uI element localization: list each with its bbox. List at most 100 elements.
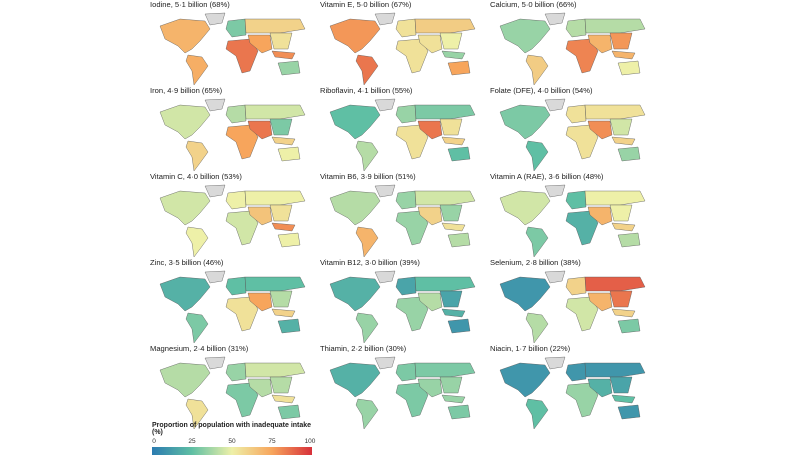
map-panel: Thiamin, 2·2 billion (30%) xyxy=(320,344,490,430)
region-north-america xyxy=(159,276,211,312)
region-southeast-asia xyxy=(441,222,466,232)
region-east-asia xyxy=(439,32,463,50)
world-map xyxy=(499,98,646,171)
region-southeast-asia xyxy=(271,222,296,232)
legend-title: Proportion of population with inadequate… xyxy=(152,422,312,436)
region-east-asia xyxy=(439,118,463,136)
region-europe xyxy=(395,276,417,296)
region-greenland xyxy=(544,270,566,284)
map-title: Vitamin A (RAE), 3·6 billion (48%) xyxy=(490,172,604,181)
region-east-asia xyxy=(439,290,463,308)
legend-tick: 50 xyxy=(228,438,236,445)
region-greenland xyxy=(204,12,226,26)
legend-color-bar xyxy=(152,447,312,455)
region-south-america xyxy=(185,398,209,429)
map-title: Iodine, 5·1 billion (68%) xyxy=(150,0,230,9)
world-map xyxy=(329,270,476,343)
region-south-asia-middle-east xyxy=(417,34,443,54)
map-title: Riboflavin, 4·1 billion (55%) xyxy=(320,86,413,95)
region-north-america xyxy=(329,18,381,54)
region-east-asia xyxy=(609,290,633,308)
region-australia xyxy=(277,232,301,248)
map-title: Vitamin B12, 3·0 billion (39%) xyxy=(320,258,420,267)
region-australia xyxy=(617,60,641,76)
region-south-asia-middle-east xyxy=(417,378,443,398)
map-title: Zinc, 3·5 billion (46%) xyxy=(150,258,224,267)
map-title: Iron, 4·9 billion (65%) xyxy=(150,86,223,95)
region-russia xyxy=(414,362,476,378)
region-australia xyxy=(617,232,641,248)
region-south-asia-middle-east xyxy=(417,120,443,140)
region-russia xyxy=(244,190,306,206)
region-north-america xyxy=(159,362,211,398)
region-south-america xyxy=(355,226,379,257)
legend-ticks: 0 25 50 75 100 xyxy=(152,438,322,447)
region-east-asia xyxy=(269,376,293,394)
region-south-america xyxy=(185,226,209,257)
region-greenland xyxy=(204,356,226,370)
region-australia xyxy=(447,60,471,76)
region-australia xyxy=(617,318,641,334)
region-south-asia-middle-east xyxy=(247,378,273,398)
region-north-america xyxy=(329,276,381,312)
world-map xyxy=(329,184,476,257)
region-south-america xyxy=(185,54,209,85)
region-greenland xyxy=(544,356,566,370)
map-panel: Niacin, 1·7 billion (22%) xyxy=(490,344,660,430)
region-south-america xyxy=(525,226,549,257)
world-map xyxy=(499,12,646,85)
region-north-america xyxy=(499,276,551,312)
region-east-asia xyxy=(269,118,293,136)
map-title: Niacin, 1·7 billion (22%) xyxy=(490,344,571,353)
region-greenland xyxy=(544,98,566,112)
region-greenland xyxy=(544,184,566,198)
region-russia xyxy=(244,276,306,292)
region-russia xyxy=(584,190,646,206)
region-russia xyxy=(584,18,646,34)
map-title: Vitamin E, 5·0 billion (67%) xyxy=(320,0,412,9)
world-map xyxy=(499,356,646,429)
region-europe xyxy=(395,362,417,382)
region-russia xyxy=(584,362,646,378)
region-north-america xyxy=(159,18,211,54)
region-greenland xyxy=(374,12,396,26)
region-east-asia xyxy=(439,376,463,394)
map-panel: Vitamin A (RAE), 3·6 billion (48%) xyxy=(490,172,660,258)
region-australia xyxy=(447,232,471,248)
region-southeast-asia xyxy=(611,222,636,232)
region-europe xyxy=(565,362,587,382)
region-europe xyxy=(225,18,247,38)
region-east-asia xyxy=(609,204,633,222)
region-australia xyxy=(617,146,641,162)
region-south-america xyxy=(185,312,209,343)
region-russia xyxy=(584,104,646,120)
region-north-america xyxy=(499,190,551,226)
region-russia xyxy=(414,104,476,120)
region-southeast-asia xyxy=(271,394,296,404)
world-map xyxy=(159,12,306,85)
region-south-asia-middle-east xyxy=(587,120,613,140)
region-north-america xyxy=(329,362,381,398)
region-south-asia-middle-east xyxy=(417,206,443,226)
region-south-asia-middle-east xyxy=(587,206,613,226)
region-south-america xyxy=(185,140,209,171)
region-russia xyxy=(414,276,476,292)
region-north-america xyxy=(499,362,551,398)
world-map xyxy=(329,12,476,85)
region-north-america xyxy=(329,104,381,140)
region-greenland xyxy=(544,12,566,26)
region-europe xyxy=(565,18,587,38)
map-panel: Riboflavin, 4·1 billion (55%) xyxy=(320,86,490,172)
map-title: Folate (DFE), 4·0 billion (54%) xyxy=(490,86,593,95)
region-australia xyxy=(447,146,471,162)
map-title: Selenium, 2·8 billion (38%) xyxy=(490,258,581,267)
map-title: Vitamin B6, 3·9 billion (51%) xyxy=(320,172,416,181)
map-panel: Iodine, 5·1 billion (68%) xyxy=(150,0,320,86)
region-east-asia xyxy=(609,376,633,394)
region-australia xyxy=(617,404,641,420)
region-southeast-asia xyxy=(271,50,296,60)
region-europe xyxy=(225,362,247,382)
region-russia xyxy=(414,18,476,34)
region-south-america xyxy=(525,54,549,85)
region-south-america xyxy=(525,398,549,429)
